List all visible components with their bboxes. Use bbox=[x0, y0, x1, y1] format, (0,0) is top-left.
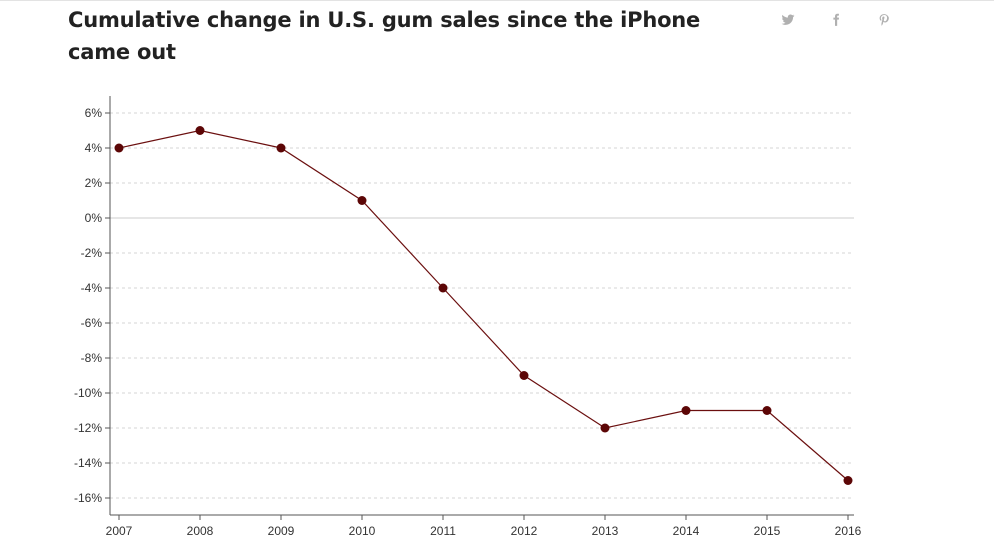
pinterest-icon bbox=[879, 14, 889, 26]
x-tick-label: 2007 bbox=[106, 524, 133, 538]
y-tick-label: -8% bbox=[81, 351, 103, 365]
y-tick-label: -14% bbox=[74, 456, 102, 470]
y-axis-tick-labels: 6% 4% 2% 0% -2% -4% -6% -8% -10% -12% -14% -16% bbox=[74, 106, 102, 505]
data-point bbox=[600, 423, 610, 433]
series-line bbox=[118, 129, 849, 481]
data-point bbox=[195, 126, 205, 135]
y-tick-label: 6% bbox=[85, 106, 103, 120]
x-axis-tick-labels: 2007 2008 2009 2010 2011 2012 2013 2014 2015 2016 bbox=[106, 524, 862, 538]
data-points bbox=[114, 126, 853, 485]
data-point bbox=[843, 476, 853, 485]
x-tick-label: 2012 bbox=[511, 524, 538, 538]
x-tick-label: 2008 bbox=[187, 524, 214, 538]
x-tick-label: 2009 bbox=[268, 524, 295, 538]
data-point bbox=[438, 283, 448, 293]
y-tick-label: -16% bbox=[74, 491, 102, 505]
twitter-icon bbox=[781, 14, 795, 25]
x-tick-label: 2016 bbox=[835, 524, 862, 538]
gridlines bbox=[110, 112, 854, 499]
y-tick-label: 4% bbox=[85, 141, 103, 155]
pinterest-share-button[interactable] bbox=[874, 10, 894, 30]
x-tick-label: 2013 bbox=[592, 524, 619, 538]
twitter-share-button[interactable] bbox=[778, 10, 798, 30]
data-point bbox=[519, 371, 529, 380]
facebook-share-button[interactable] bbox=[826, 10, 846, 30]
data-point bbox=[762, 406, 772, 415]
y-tick-label: -6% bbox=[81, 316, 103, 330]
y-tick-label: -12% bbox=[74, 421, 102, 435]
y-tick-label: -4% bbox=[81, 281, 103, 295]
axes bbox=[105, 96, 854, 520]
x-tick-label: 2015 bbox=[754, 524, 781, 538]
series-line-layer bbox=[118, 129, 849, 481]
data-point bbox=[357, 196, 367, 205]
data-point bbox=[114, 143, 124, 153]
chart-title: Cumulative change in U.S. gum sales sinc… bbox=[68, 8, 701, 64]
x-tick-label: 2011 bbox=[430, 524, 456, 538]
x-tick-label: 2014 bbox=[673, 524, 700, 538]
x-tick-label: 2010 bbox=[349, 524, 376, 538]
y-tick-label: -2% bbox=[81, 246, 103, 260]
facebook-icon bbox=[833, 13, 840, 26]
top-divider bbox=[0, 0, 994, 1]
y-tick-label: -10% bbox=[74, 386, 102, 400]
data-point bbox=[681, 406, 691, 415]
data-point bbox=[276, 143, 286, 153]
y-tick-label: 0% bbox=[85, 211, 103, 225]
y-tick-label: 2% bbox=[85, 176, 103, 190]
